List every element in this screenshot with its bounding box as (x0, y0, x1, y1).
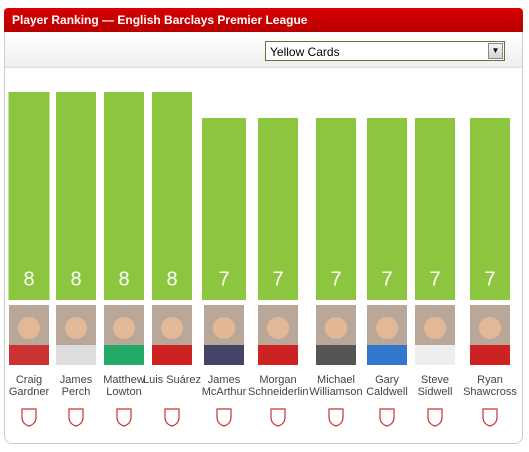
metric-dropdown[interactable]: Yellow Cards ▼ (265, 41, 505, 61)
player-shirt (316, 345, 356, 365)
player-name: Luis Suárez (142, 374, 202, 386)
club-crest (427, 408, 443, 427)
club-crest (216, 408, 232, 427)
player-face (376, 317, 398, 339)
player-face (479, 317, 501, 339)
dropdown-button[interactable]: ▼ (488, 43, 503, 59)
player-name: Gary Caldwell (366, 374, 408, 398)
club-crest (379, 408, 395, 427)
value-label: 7 (381, 268, 392, 290)
player-face (113, 317, 135, 339)
player-face (267, 317, 289, 339)
player-name: Ryan Shawcross (463, 374, 517, 398)
value-label: 8 (166, 268, 177, 290)
player-name: Michael Williamson (309, 374, 363, 398)
value-label: 7 (272, 268, 283, 290)
dropdown-label: Yellow Cards (270, 45, 340, 59)
value-label: 8 (23, 268, 34, 290)
value-label: 7 (484, 268, 495, 290)
player-shirt (258, 345, 298, 365)
player-name: Matthew Lowton (103, 374, 145, 398)
bar (258, 118, 298, 300)
club-crest (164, 408, 180, 427)
player-shirt (9, 345, 49, 365)
bar (104, 92, 144, 300)
player-shirt (104, 345, 144, 365)
value-label: 8 (118, 268, 129, 290)
player-face (424, 317, 446, 339)
player-face (65, 317, 87, 339)
panel (4, 32, 523, 444)
player-shirt (56, 345, 96, 365)
bar (470, 118, 510, 300)
value-label: 8 (70, 268, 81, 290)
value-label: 7 (218, 268, 229, 290)
player-name: James Perch (59, 374, 93, 398)
player-shirt (367, 345, 407, 365)
club-crest (328, 408, 344, 427)
player-shirt (152, 345, 192, 365)
player-shirt (204, 345, 244, 365)
player-shirt (415, 345, 455, 365)
player-name: Craig Gardner (8, 374, 50, 398)
player-shirt (470, 345, 510, 365)
club-crest (116, 408, 132, 427)
player-face (213, 317, 235, 339)
club-crest (270, 408, 286, 427)
bar (8, 92, 50, 300)
player-face (325, 317, 347, 339)
player-name: Morgan Schneiderlin (248, 374, 309, 398)
header-title: Player Ranking — English Barclays Premie… (4, 8, 523, 32)
player-name: Steve Sidwell (417, 374, 453, 398)
bar (367, 118, 407, 300)
value-label: 7 (330, 268, 341, 290)
club-crest (68, 408, 84, 427)
player-face (18, 317, 40, 339)
club-crest (482, 408, 498, 427)
club-crest (21, 408, 37, 427)
player-name: James McArthur (201, 374, 247, 398)
bar (316, 118, 356, 300)
bar (415, 118, 455, 300)
bar (152, 92, 192, 300)
bar (56, 92, 96, 300)
bar (202, 118, 246, 300)
value-label: 7 (429, 268, 440, 290)
player-face (161, 317, 183, 339)
